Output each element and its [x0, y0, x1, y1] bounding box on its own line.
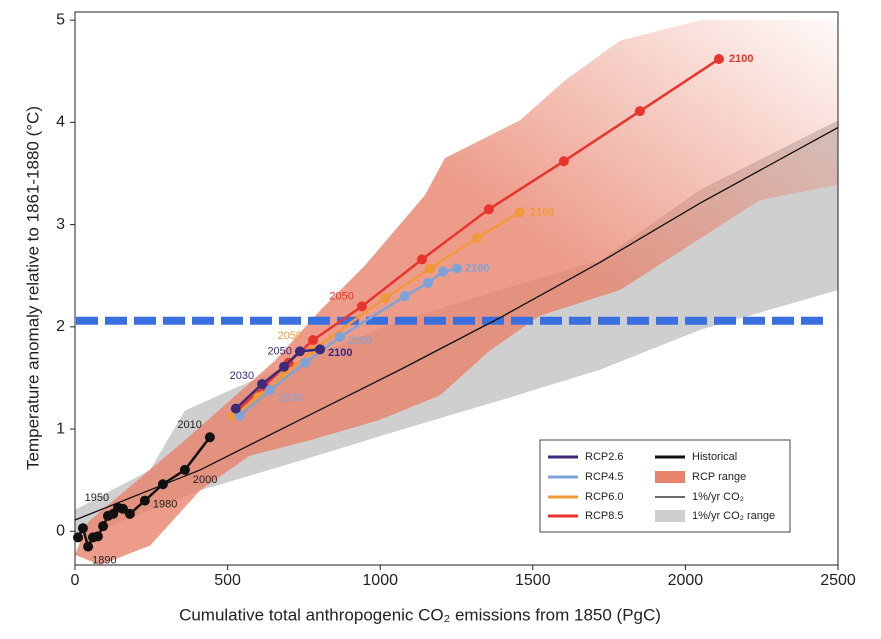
legend-swatch [655, 510, 685, 522]
point [92, 531, 103, 542]
point-label: 2050 [278, 330, 302, 342]
point-label: 1890 [92, 555, 116, 567]
y-tick-label: 2 [56, 318, 65, 335]
point-label: 2100 [729, 53, 753, 65]
y-axis-label: Temperature anomaly relative to 1861-188… [23, 106, 42, 470]
point-label: 2030 [230, 370, 254, 382]
x-axis-label: Cumulative total anthropogenic CO₂ emiss… [179, 605, 661, 624]
point-label: 1980 [153, 499, 177, 511]
x-tick-label: 2500 [820, 572, 856, 589]
series-line [232, 211, 521, 417]
point [471, 232, 482, 243]
legend-label: RCP2.6 [585, 451, 624, 463]
point-label: 2030 [278, 392, 302, 404]
point [356, 301, 367, 312]
point-label: 2050 [267, 345, 291, 357]
point [634, 106, 645, 117]
point [713, 54, 724, 65]
point [380, 293, 391, 304]
point [483, 204, 494, 215]
point [139, 495, 150, 506]
point-label: 2050 [348, 335, 372, 347]
point [279, 361, 290, 372]
point-label: 2100 [465, 262, 489, 274]
point [117, 503, 128, 514]
x-tick-label: 1500 [515, 572, 551, 589]
point-label: 2100 [328, 347, 352, 359]
point [438, 266, 449, 277]
point [424, 263, 435, 274]
point [423, 277, 434, 288]
point [98, 521, 109, 532]
point-label: 2010 [177, 419, 201, 431]
series-line [74, 126, 839, 521]
point [558, 156, 569, 167]
point [265, 385, 276, 396]
point [452, 263, 463, 274]
point [399, 291, 410, 302]
y-tick-label: 5 [56, 11, 65, 28]
legend-label: RCP6.0 [585, 491, 624, 503]
point [417, 254, 428, 265]
y-tick-label: 4 [56, 114, 65, 131]
point [315, 344, 326, 355]
legend-label: Historical [692, 451, 737, 463]
point [308, 335, 319, 346]
legend-swatch [655, 471, 685, 483]
x-tick-label: 500 [214, 572, 241, 589]
x-tick-label: 0 [71, 572, 80, 589]
point-label: 2050 [329, 290, 353, 302]
point-label: 2000 [193, 474, 217, 486]
point [334, 332, 345, 343]
x-tick-label: 2000 [668, 572, 704, 589]
legend-label: RCP8.5 [585, 510, 624, 522]
point [73, 532, 84, 543]
point [179, 464, 190, 475]
point [77, 523, 88, 534]
x-tick-label: 1000 [362, 572, 398, 589]
legend-label: 1%/yr CO₂ range [692, 510, 775, 522]
y-tick-label: 0 [56, 522, 65, 539]
point [300, 357, 311, 368]
point [294, 346, 305, 357]
range-area [75, 20, 838, 566]
series-line [235, 57, 720, 413]
point [83, 541, 94, 552]
legend-label: RCP range [692, 471, 746, 483]
point [124, 508, 135, 519]
legend-label: 1%/yr CO₂ [692, 491, 744, 503]
point [257, 379, 268, 390]
point [230, 403, 241, 414]
point [253, 392, 264, 403]
legend-label: RCP4.5 [585, 471, 624, 483]
point-label: 2100 [530, 206, 554, 218]
point [204, 432, 215, 443]
plot-frame [74, 11, 839, 566]
y-tick-label: 3 [56, 216, 65, 233]
point [514, 207, 525, 218]
point-label: 1950 [85, 492, 109, 504]
y-tick-label: 1 [56, 420, 65, 437]
